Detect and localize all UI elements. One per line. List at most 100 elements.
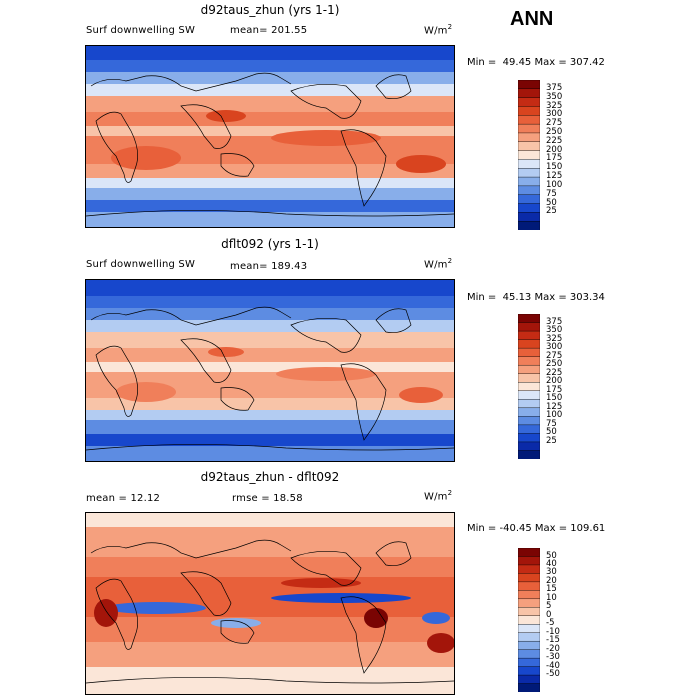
map-band-north-mid [86,72,454,84]
colorbar-tick-label: 40 [546,558,557,569]
colorbar-swatch [518,649,540,659]
colorbar-swatch [518,364,540,375]
colorbar-tick-label: -15 [546,635,560,646]
colorbar-swatch [518,640,540,651]
map-band-south [86,642,454,667]
colorbar-swatch [518,615,540,625]
colorbar-swatch [518,607,540,617]
panel-3-map [85,512,455,695]
colorbar-swatch [518,123,540,134]
colorbar-swatch [518,132,540,143]
map-blob-positive-2 [364,608,388,628]
colorbar-swatch [518,356,540,366]
map-band-subtropic-n [86,96,454,112]
map-coastlines [86,306,454,451]
colorbar-tick-label: 275 [546,118,563,129]
colorbar-tick-label: 25 [546,435,557,446]
colorbar-tick-label: 125 [546,401,563,412]
map-band-tropic-n [86,112,454,126]
colorbar-tick-label: 350 [546,325,563,336]
colorbar-tick-label: 300 [546,342,563,353]
map-band-north-low [86,84,454,96]
colorbar-swatch [518,220,540,230]
panel-2-colorbar-labels: 375 350 325 300 275 250 225 200 175 150 125 100 75 50… [546,314,586,459]
colorbar-swatch [518,573,540,583]
panel-3-units: W/m2 [424,489,453,503]
colorbar-tick-label: 375 [546,82,563,93]
map-band-subtropic-s [86,398,454,410]
colorbar-tick-label: 175 [546,384,563,395]
colorbar-tick-label: 225 [546,135,563,146]
colorbar-tick-label: 5 [546,601,552,612]
colorbar-swatch [518,339,540,349]
map-band-arctic [86,280,454,296]
colorbar-tick-label: 75 [546,188,557,199]
colorbar-swatch [518,203,540,213]
colorbar-swatch [518,433,540,443]
colorbar-swatch [518,97,540,107]
panel-3-colorbar-labels: 50 40 30 20 15 10 5 0 -5 -10 -15 -20 -30 -40 -50 [546,548,586,692]
map-band-north-high [86,296,454,308]
colorbar-tick-label: -10 [546,626,560,637]
colorbar-swatch [518,666,540,676]
colorbar-tick-label: 200 [546,376,563,387]
colorbar-swatch [518,556,540,566]
colorbar-swatch [518,590,540,600]
season-label: ANN [510,8,554,30]
colorbar-swatch [518,548,540,557]
map-band-south-low [86,410,454,420]
colorbar-tick-label: 275 [546,350,563,361]
map-band-north-subtropic [86,557,454,577]
colorbar-tick-label: 250 [546,359,563,370]
map-blob-4 [208,347,244,357]
colorbar-swatch [518,581,540,591]
panel-2-units: W/m2 [424,257,453,271]
colorbar-swatch [518,416,540,426]
colorbar-swatch [518,314,540,324]
map-band-antarctic [86,212,454,227]
map-band-south-high [86,434,454,446]
colorbar-swatch [518,407,540,417]
colorbar-tick-label: 200 [546,144,563,155]
colorbar-tick-label: 75 [546,418,557,429]
colorbar-swatch [518,141,540,152]
colorbar-swatch [518,212,540,222]
panel-3-title: d92taus_zhun - dflt092 [200,470,340,484]
map-band-south-subtropic [86,617,454,642]
colorbar-tick-label: -30 [546,652,560,663]
panel-2-minmax: Min = 45.13 Max = 303.34 [467,292,605,303]
map-band-arctic [86,513,454,527]
map-band-tropic-n [86,348,454,362]
colorbar-swatch [518,115,540,125]
colorbar-tick-label: -40 [546,660,560,671]
panel-1-map [85,45,455,228]
map-blob-2 [271,130,381,146]
colorbar-swatch [518,373,540,383]
map-band-antarctic [86,446,454,461]
colorbar-tick-label: 325 [546,100,563,111]
map-blob-positive-1 [94,599,118,627]
colorbar-swatch [518,347,540,358]
colorbar-tick-label: 150 [546,162,563,173]
panel-1-colorbar-labels: 375 350 325 300 275 250 225 200 175 150 125 100 75 50… [546,80,586,230]
map-blob-negative-1 [106,602,206,614]
map-band-itcz [86,362,454,372]
map-band-south-mid [86,420,454,434]
colorbar-tick-label: 225 [546,367,563,378]
colorbar-tick-label: 300 [546,109,563,120]
panel-1-minmax: Min = 49.45 Max = 307.42 [467,57,605,68]
colorbar-swatch [518,624,540,634]
colorbar-swatch [518,598,540,608]
panel-3-minmax: Min = -40.45 Max = 109.61 [467,523,606,534]
colorbar-tick-label: 50 [546,427,557,438]
colorbar-swatch [518,399,540,409]
map-blob-2 [276,367,376,381]
panel-2-variable-label: Surf downwelling SW [86,259,196,270]
panel-2-map [85,279,455,462]
colorbar-tick-label: 100 [546,179,563,190]
colorbar-tick-label: 100 [546,410,563,421]
colorbar-swatch [518,176,540,187]
map-band-subtropic-s [86,164,454,178]
colorbar-tick-label: -20 [546,643,560,654]
map-band-south-high [86,200,454,212]
